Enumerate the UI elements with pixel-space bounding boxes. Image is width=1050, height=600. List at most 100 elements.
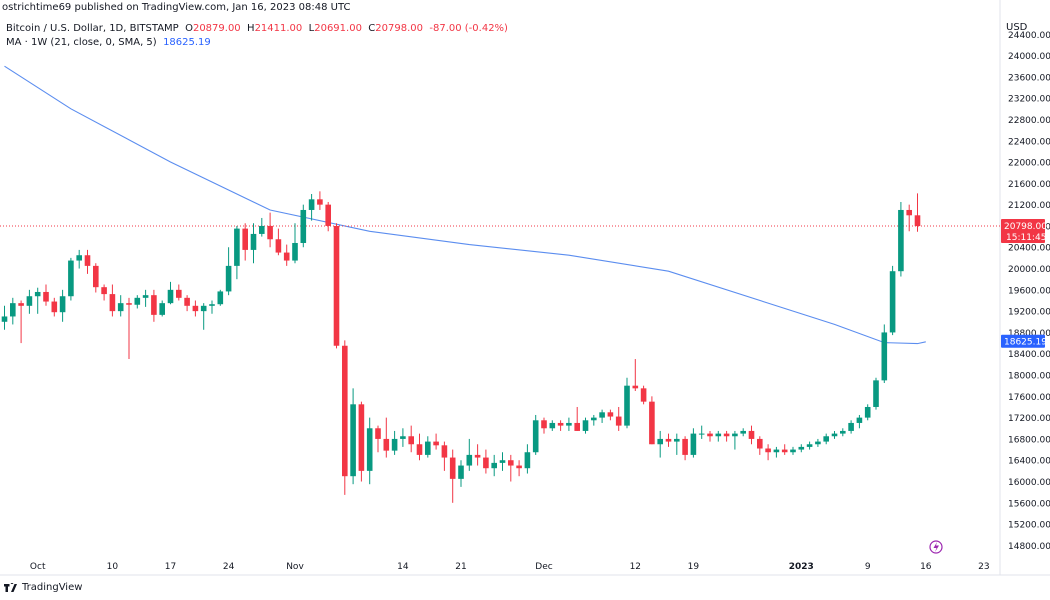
candle-body (632, 385, 639, 389)
candle-body (184, 297, 190, 306)
ma-row: MA · 1W (21, close, 0, SMA, 5) 18625.19 (6, 36, 508, 50)
x-tick-label: Dec (535, 562, 552, 572)
y-tick-label: 24000.00 (1008, 52, 1050, 62)
x-tick-label: 24 (223, 562, 235, 572)
candle-body (815, 441, 821, 445)
y-tick-label: 19200.00 (1008, 308, 1050, 318)
y-tick-label: 18400.00 (1008, 350, 1050, 360)
candle-body (383, 438, 390, 451)
candle-body (848, 422, 854, 431)
candle-body (508, 460, 514, 466)
ohlc-row: Bitcoin / U.S. Dollar, 1D, BITSTAMP O208… (6, 22, 508, 36)
x-tick-label: 10 (107, 562, 119, 572)
candle-body (26, 296, 33, 306)
candle-body (192, 305, 199, 312)
candle-body (375, 428, 381, 439)
candle-body (242, 228, 248, 250)
candle-body (400, 436, 406, 439)
symbol-label[interactable]: Bitcoin / U.S. Dollar, 1D, BITSTAMP (6, 23, 179, 34)
candle-body (715, 433, 722, 437)
candle-body (831, 433, 838, 437)
y-tick-label: 23600.00 (1008, 73, 1050, 83)
open-label: O (185, 23, 193, 34)
candle-body (798, 446, 805, 450)
candle-body (259, 225, 265, 234)
countdown-text: 15:11:45 (1006, 233, 1046, 243)
candle-body (18, 303, 24, 306)
candle-body (682, 438, 688, 455)
candle-body (781, 449, 788, 453)
y-tick-label: 18800.00 (1008, 329, 1050, 339)
candle-body (84, 255, 91, 266)
candle-body (873, 380, 879, 407)
footer-brand[interactable]: TradingView (22, 582, 83, 593)
x-tick-label: 2023 (789, 562, 814, 572)
candle-body (51, 301, 58, 313)
candle-body (491, 462, 497, 469)
ma-label[interactable]: MA · 1W (21, close, 0, SMA, 5) (6, 37, 157, 48)
candle-body (524, 452, 531, 469)
candle-body (806, 444, 813, 447)
candle-body (217, 291, 224, 305)
candle-body (707, 433, 713, 437)
candle-body (416, 444, 423, 455)
candle-body (391, 438, 398, 451)
y-tick-label: 15600.00 (1008, 499, 1050, 509)
candle-body (366, 428, 373, 471)
open-value: 20879.00 (192, 23, 241, 34)
candle-body (773, 449, 780, 453)
y-tick-label: 16800.00 (1008, 435, 1050, 445)
chart-legend: Bitcoin / U.S. Dollar, 1D, BITSTAMP O208… (6, 22, 508, 50)
x-tick-label: 23 (978, 562, 989, 572)
candle-body (607, 412, 614, 417)
candle-body (566, 422, 572, 426)
y-tick-label: 17600.00 (1008, 393, 1050, 403)
y-tick-label: 23200.00 (1008, 95, 1050, 105)
candle-body (582, 420, 589, 431)
candle-body (889, 271, 896, 333)
x-tick-label: 14 (397, 562, 409, 572)
candle-body (225, 265, 232, 292)
candle-body (292, 242, 298, 261)
candle-body (541, 420, 547, 429)
candle-body (358, 404, 365, 471)
y-tick-label: 24400.00 (1008, 31, 1050, 41)
candle-body (167, 289, 174, 304)
candle-body (151, 295, 157, 315)
candle-body (690, 433, 697, 455)
candle-body (43, 291, 49, 302)
close-label: C (368, 23, 376, 34)
candle-body (267, 225, 273, 240)
candle-body (474, 454, 481, 458)
x-tick-label: 21 (455, 562, 466, 572)
y-tick-label: 18000.00 (1008, 372, 1050, 382)
candle-body (200, 305, 207, 312)
candle-body (665, 438, 672, 442)
candle-body (740, 430, 746, 434)
candle-body (117, 303, 124, 312)
y-tick-label: 22400.00 (1008, 137, 1050, 147)
high-value: 21411.00 (254, 23, 303, 34)
x-tick-label: Oct (30, 562, 46, 572)
candle-body (549, 422, 556, 429)
candle-body (93, 265, 99, 288)
candle-body (134, 297, 141, 305)
candle-body (159, 303, 165, 315)
footer: TradingView (4, 582, 82, 593)
y-tick-label: 22800.00 (1008, 116, 1050, 126)
y-tick-label: 21200.00 (1008, 201, 1050, 211)
candle-body (765, 448, 771, 453)
candle-body (757, 438, 763, 449)
candle-body (433, 441, 439, 446)
candle-body (823, 436, 829, 442)
y-tick-label: 20000.00 (1008, 265, 1050, 275)
currency-label[interactable]: USD (1006, 22, 1028, 33)
candle-body (898, 209, 904, 272)
candle-body (250, 233, 257, 250)
candle-body (499, 460, 506, 463)
x-tick-label: Nov (286, 562, 304, 572)
candle-body (425, 441, 431, 455)
candle-body (466, 454, 473, 466)
candle-body (350, 404, 356, 477)
